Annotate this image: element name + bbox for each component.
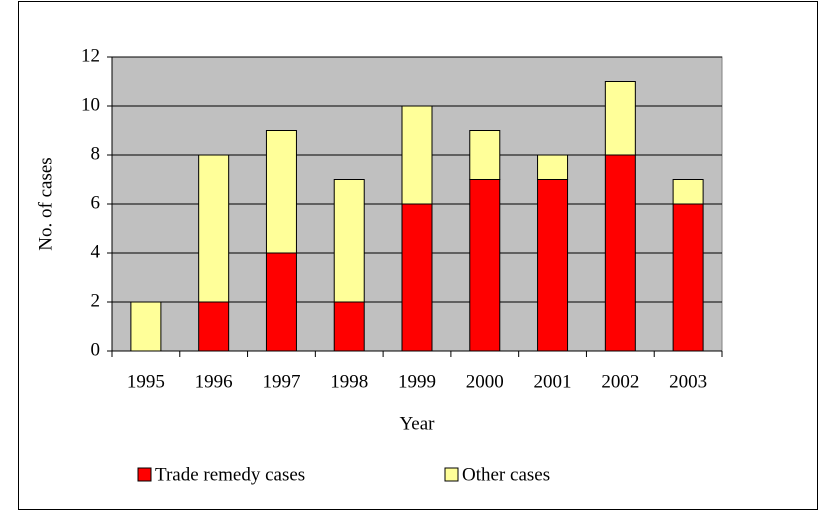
bar-segment xyxy=(333,301,365,352)
y-axis-label: No. of cases xyxy=(35,157,56,250)
bar-segment xyxy=(469,130,501,180)
bar-segment xyxy=(198,154,230,303)
bar-segment xyxy=(537,179,569,352)
bar-segment xyxy=(537,154,569,180)
legend-swatch xyxy=(444,467,459,482)
y-tick-label: 12 xyxy=(81,45,100,66)
bar-segment xyxy=(469,179,501,352)
bar-segment xyxy=(401,105,433,205)
bar-segment xyxy=(333,179,365,303)
bar-segment xyxy=(604,81,636,156)
bar-segment xyxy=(401,203,433,352)
legend-label: Other cases xyxy=(462,464,550,485)
y-tick-label: 4 xyxy=(91,241,101,262)
y-tick-label: 6 xyxy=(91,192,101,213)
y-tick-label: 2 xyxy=(91,290,101,311)
legend-label: Trade remedy cases xyxy=(155,464,305,485)
y-tick-label: 0 xyxy=(91,339,101,360)
x-tick-label: 2003 xyxy=(669,371,707,392)
x-tick-label: 1996 xyxy=(195,371,233,392)
bar-segment xyxy=(672,203,704,352)
x-tick-label: 1999 xyxy=(398,371,436,392)
bar-segment xyxy=(265,252,297,352)
bar-segment xyxy=(130,301,162,352)
bar-segment xyxy=(604,154,636,352)
y-tick-label: 8 xyxy=(91,143,101,164)
legend-swatch xyxy=(137,467,152,482)
y-tick-label: 10 xyxy=(81,94,100,115)
bar-segment xyxy=(198,301,230,352)
x-tick-label: 2001 xyxy=(534,371,572,392)
bar-segment xyxy=(672,179,704,205)
x-tick-label: 1997 xyxy=(262,371,300,392)
bar-segment xyxy=(265,130,297,254)
x-tick-label: 1995 xyxy=(127,371,165,392)
x-tick-label: 2000 xyxy=(466,371,504,392)
x-tick-label: 1998 xyxy=(330,371,368,392)
x-tick-label: 2002 xyxy=(601,371,639,392)
x-axis-label: Year xyxy=(399,413,435,434)
